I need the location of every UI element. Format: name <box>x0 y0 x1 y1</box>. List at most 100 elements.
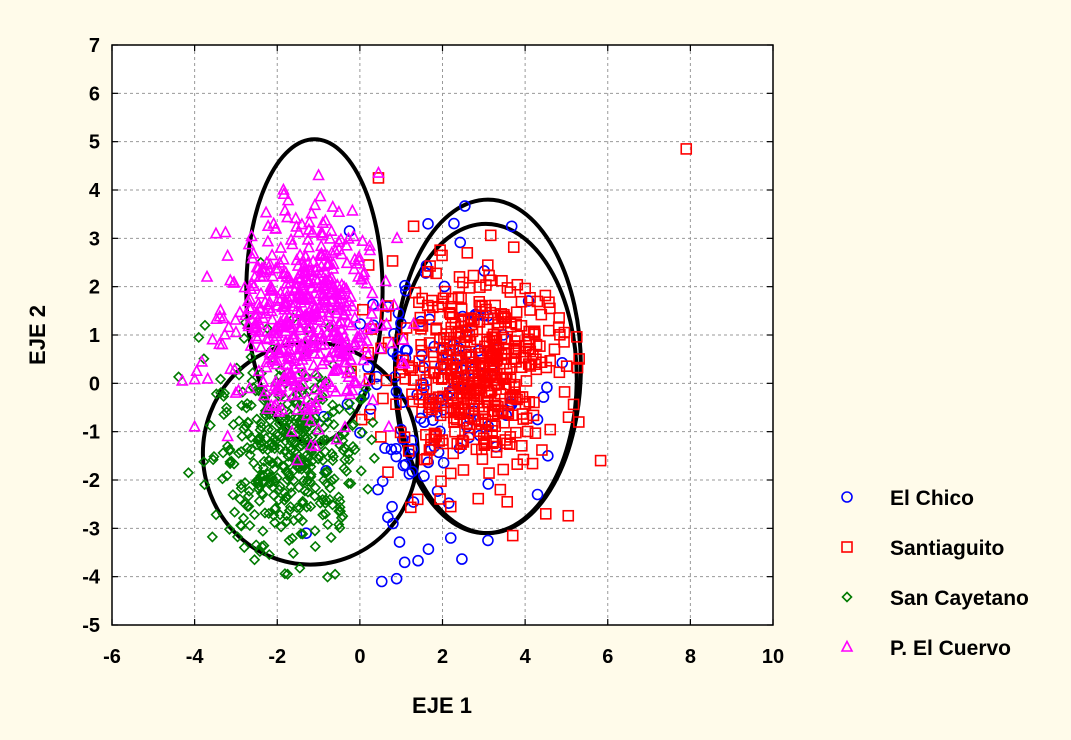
x-tick-label: -6 <box>103 646 121 668</box>
legend-marker <box>841 491 853 503</box>
data-point <box>424 260 436 272</box>
data-point <box>261 234 275 247</box>
data-point <box>516 440 528 452</box>
data-point <box>291 502 303 514</box>
data-point <box>539 289 552 302</box>
data-point <box>269 435 282 447</box>
data-point <box>344 404 356 417</box>
data-point <box>315 246 328 259</box>
data-point <box>334 286 347 299</box>
data-point <box>245 443 257 455</box>
data-point <box>411 493 424 506</box>
data-point <box>478 439 491 452</box>
y-tick-label: 6 <box>89 83 100 105</box>
data-point <box>447 447 460 460</box>
data-point <box>238 541 250 554</box>
data-point <box>312 422 326 435</box>
data-point <box>461 247 474 259</box>
data-point <box>346 420 358 432</box>
data-point <box>338 420 352 433</box>
data-point <box>236 430 248 442</box>
data-point <box>291 453 303 465</box>
data-point <box>242 417 254 429</box>
y-axis-label: EJE 2 <box>25 305 50 365</box>
data-point <box>309 490 321 502</box>
data-point <box>397 459 410 472</box>
data-point <box>279 568 291 580</box>
data-point <box>382 466 394 479</box>
data-point <box>343 453 355 466</box>
data-point <box>448 217 460 230</box>
data-point <box>190 364 204 377</box>
data-point <box>402 360 415 372</box>
y-tick-label: 4 <box>89 180 101 202</box>
data-point <box>293 305 307 318</box>
data-point <box>279 297 292 310</box>
data-point <box>193 331 205 344</box>
data-point <box>340 465 353 477</box>
data-point <box>245 431 257 444</box>
data-point <box>406 443 419 455</box>
data-point <box>288 514 300 527</box>
confidence-ellipse <box>392 221 579 536</box>
data-point <box>266 269 280 282</box>
data-point <box>347 440 359 453</box>
data-point <box>491 377 503 390</box>
data-point <box>188 372 202 385</box>
data-point <box>308 382 322 395</box>
data-point <box>542 450 554 462</box>
data-point <box>206 332 219 345</box>
data-point <box>379 442 391 454</box>
data-point <box>396 355 409 368</box>
data-point <box>353 330 367 343</box>
data-point <box>274 240 288 253</box>
data-point <box>218 408 230 421</box>
data-point <box>507 241 520 253</box>
data-point <box>417 381 430 394</box>
data-point <box>536 444 548 456</box>
data-point <box>329 384 343 397</box>
data-point <box>421 452 433 465</box>
data-point <box>255 440 268 452</box>
y-tick-label: -3 <box>82 518 100 540</box>
data-point <box>278 389 291 402</box>
data-point <box>246 375 258 387</box>
data-point <box>526 457 539 470</box>
data-point <box>488 359 501 372</box>
data-point <box>242 490 255 502</box>
data-point <box>200 269 214 282</box>
data-point <box>229 385 243 398</box>
data-point <box>422 456 434 469</box>
data-point <box>377 392 389 405</box>
data-point <box>223 523 236 535</box>
data-point <box>210 388 223 400</box>
data-point <box>560 360 573 372</box>
data-point <box>422 218 434 230</box>
data-point <box>302 240 316 253</box>
data-point <box>250 539 262 551</box>
data-point <box>473 316 486 328</box>
data-point <box>270 353 284 366</box>
data-point <box>243 500 255 512</box>
data-point <box>477 432 490 444</box>
data-point <box>407 395 419 408</box>
data-point <box>204 419 216 432</box>
data-point <box>322 309 336 322</box>
data-point <box>227 489 239 501</box>
data-point <box>263 257 277 270</box>
data-point <box>281 491 293 503</box>
data-point <box>360 333 374 346</box>
data-point <box>182 467 195 479</box>
data-point <box>457 398 469 410</box>
data-point <box>297 475 310 487</box>
data-point <box>277 252 290 265</box>
data-point <box>360 383 372 395</box>
data-point <box>254 302 267 315</box>
data-point <box>262 301 275 314</box>
data-point <box>372 172 385 184</box>
data-point <box>443 306 456 319</box>
y-tick-label: 0 <box>89 373 100 395</box>
data-point <box>328 473 340 485</box>
data-point <box>221 440 234 452</box>
data-point <box>244 449 256 461</box>
